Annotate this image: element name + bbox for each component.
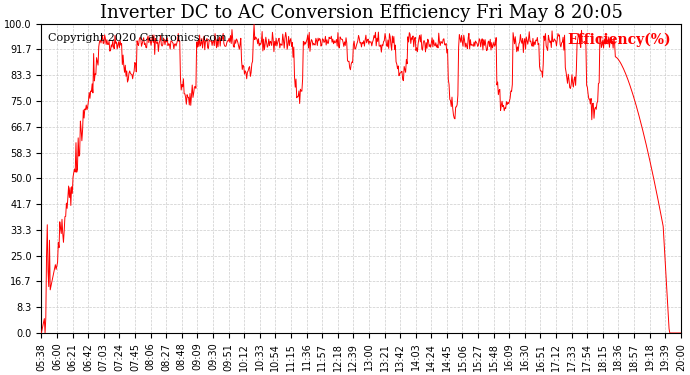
- Text: Copyright 2020 Cartronics.com: Copyright 2020 Cartronics.com: [48, 33, 226, 43]
- Text: Efficiency(%): Efficiency(%): [568, 33, 671, 47]
- Title: Inverter DC to AC Conversion Efficiency Fri May 8 20:05: Inverter DC to AC Conversion Efficiency …: [99, 4, 622, 22]
